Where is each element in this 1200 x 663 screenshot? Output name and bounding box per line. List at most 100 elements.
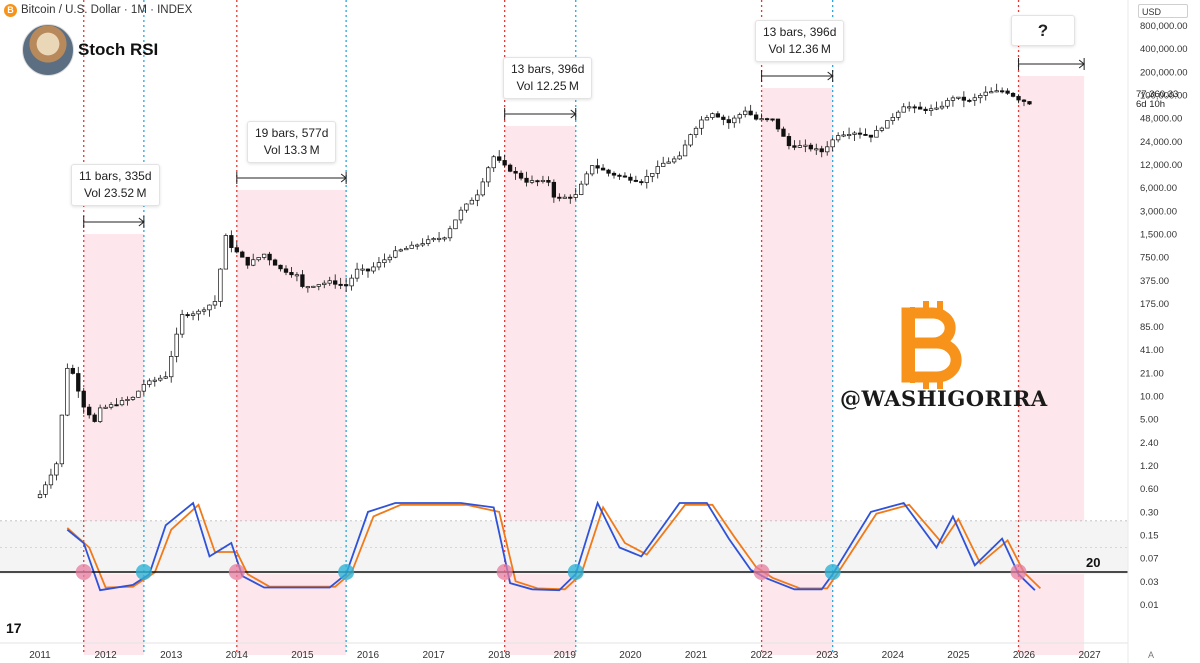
candle: [174, 333, 179, 357]
candle: [732, 117, 737, 124]
bearish-cross-marker: [496, 564, 513, 580]
candle: [147, 380, 152, 385]
annotation-bars: 19 bars, 577d: [255, 126, 329, 140]
bullish-cross-marker: [135, 564, 152, 580]
candle: [464, 203, 469, 211]
candle: [961, 96, 967, 101]
candle: [677, 155, 682, 160]
currency-button[interactable]: USD: [1138, 4, 1188, 18]
candle: [267, 253, 272, 261]
candle: [666, 161, 671, 164]
candle: [764, 118, 770, 121]
candle: [595, 165, 600, 169]
y-axis-tick-label: 400,000.00: [1140, 44, 1188, 55]
candle: [469, 199, 475, 205]
candle: [158, 377, 163, 381]
candle: [879, 127, 885, 131]
bullish-cross-marker: [567, 564, 584, 580]
x-axis-tick-label: 2011: [29, 650, 51, 661]
x-axis-tick-label: 2013: [160, 650, 183, 661]
y-axis-tick-label: 10.00: [1140, 392, 1164, 403]
candle: [480, 181, 485, 196]
auto-scale-button[interactable]: A: [1148, 650, 1155, 660]
y-axis-tick-label: 24,000.00: [1140, 137, 1182, 148]
candle: [393, 250, 398, 258]
candle: [606, 169, 611, 174]
x-axis-tick-label: 2016: [357, 650, 380, 661]
candle: [76, 373, 81, 392]
candle: [874, 130, 879, 138]
tradingview-logo[interactable]: 17: [6, 620, 22, 636]
candle: [382, 259, 387, 264]
candle: [371, 266, 376, 272]
current-price-value: 77,360.33: [1136, 89, 1179, 100]
candle: [311, 285, 316, 288]
candle: [524, 177, 529, 183]
candle: [420, 243, 425, 246]
x-axis-tick-label: 2026: [1013, 650, 1036, 661]
candle: [868, 134, 874, 138]
x-axis-tick-label: 2020: [619, 650, 642, 661]
bearish-cross-marker: [1010, 564, 1027, 580]
y-axis-tick-label: 21.00: [1140, 368, 1164, 379]
candle: [442, 237, 447, 240]
stoch-k-line: [66, 500, 1036, 592]
candle: [726, 119, 731, 124]
candle: [387, 256, 393, 261]
y-axis-tick-label: 1.20: [1140, 461, 1159, 472]
candle: [354, 268, 360, 279]
cycle-annotation-4: 13 bars, 396d Vol 12.36 M: [755, 20, 845, 62]
y-axis-tick-label: 85.00: [1140, 322, 1164, 333]
candle: [710, 113, 715, 118]
candle: [497, 156, 502, 161]
candle: [857, 132, 863, 135]
candle: [639, 181, 644, 184]
candle: [502, 160, 507, 166]
candle: [923, 108, 928, 111]
candle: [661, 162, 666, 167]
candle: [759, 118, 764, 121]
candle: [846, 134, 852, 136]
candle: [185, 314, 190, 317]
candle: [825, 146, 830, 153]
chart-header: B Bitcoin / U.S. Dollar · 1M · INDEX: [4, 2, 192, 18]
candle: [256, 257, 261, 261]
bullish-cross-marker: [824, 564, 841, 580]
candle: [201, 309, 207, 312]
candle: [737, 114, 742, 119]
candle: [54, 463, 59, 476]
cycle-shade: [83, 234, 144, 655]
y-axis-tick-label: 6,000.00: [1140, 183, 1177, 194]
x-axis-tick-label: 2018: [488, 650, 511, 661]
x-axis-tick-label: 2023: [816, 650, 839, 661]
candle: [890, 116, 895, 121]
candle: [240, 251, 245, 258]
annotation-volume: Vol 23.52 M: [84, 186, 147, 200]
candle: [108, 404, 114, 408]
candle: [983, 91, 988, 96]
symbol-title[interactable]: Bitcoin / U.S. Dollar · 1M · INDEX: [21, 4, 193, 16]
candle: [644, 176, 649, 183]
candle: [513, 170, 518, 174]
candle: [59, 414, 65, 465]
x-axis-tick-label: 2025: [947, 650, 970, 661]
candle: [814, 148, 819, 151]
x-axis-tick-label: 2015: [291, 650, 314, 661]
annotation-bars: 11 bars, 335d: [79, 169, 152, 183]
candle: [852, 132, 857, 135]
annotation-volume: Vol 12.25 M: [516, 79, 579, 93]
x-axis-tick-label: 2027: [1078, 650, 1101, 661]
candle: [81, 390, 86, 408]
y-axis-tick-label: 12,000.00: [1140, 160, 1182, 171]
candle: [141, 384, 147, 392]
candle: [333, 280, 338, 285]
y-axis-tick-label: 1,500.00: [1140, 229, 1177, 240]
y-axis-tick-label: 175.00: [1140, 299, 1169, 310]
bearish-cross-marker: [228, 564, 245, 580]
candle: [1010, 92, 1016, 97]
candle: [327, 280, 332, 284]
candle: [1021, 99, 1027, 102]
candle: [103, 406, 108, 409]
x-axis-tick-label: 2022: [750, 650, 773, 661]
candle: [611, 172, 617, 176]
